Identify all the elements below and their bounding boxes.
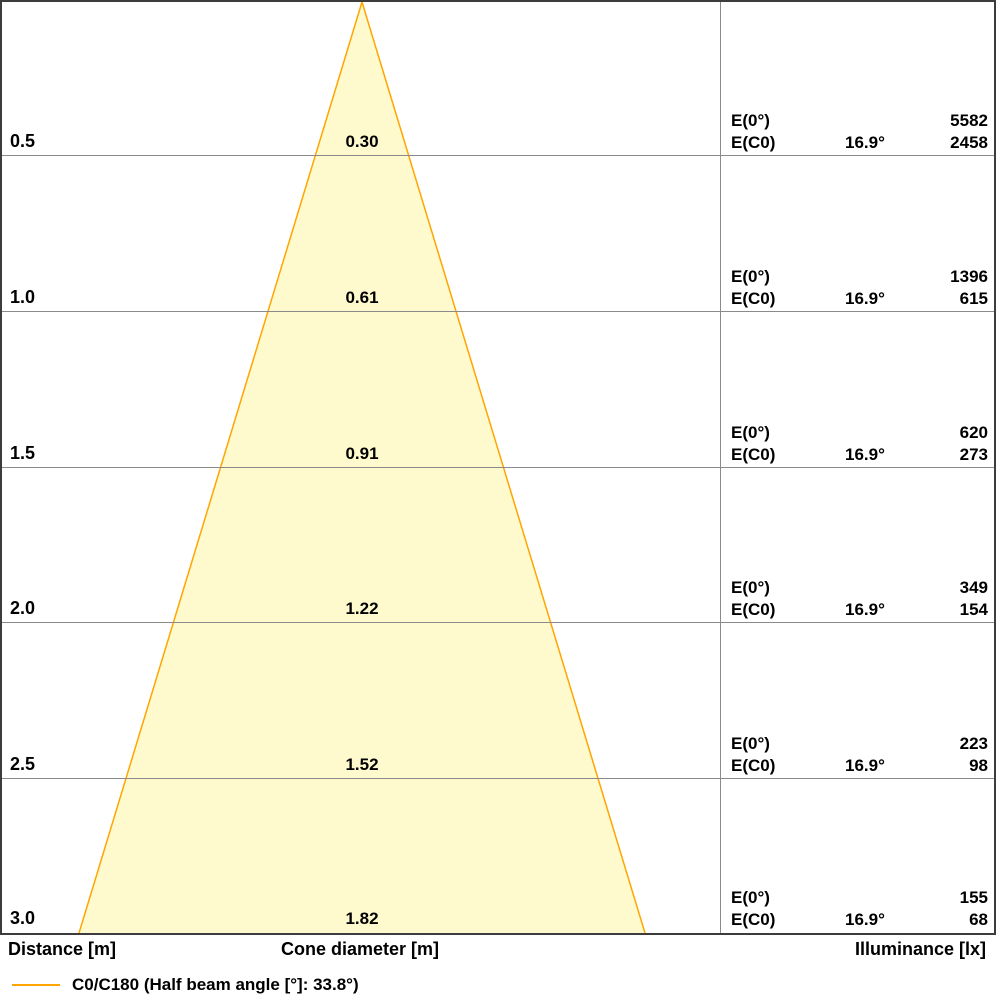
cone-diameter-value: 1.82 [345,909,379,928]
ec0-value: 154 [959,600,988,619]
table-row: 2.5 1.52 E(0°) 223 E(C0) 16.9° 98 [2,623,994,779]
distance-value: 1.0 [10,287,36,307]
distance-value: 2.0 [10,598,36,618]
beam-angle-value: 16.9° [845,910,885,929]
cone-diameter-value: 1.52 [345,755,379,774]
illuminance-cell: E(0°) 5582 E(C0) 16.9° 2458 [721,2,994,156]
table-row: 0.5 0.30 E(0°) 5582 E(C0) 16.9° 2458 [2,2,994,156]
illuminance-cell: E(0°) 1396 E(C0) 16.9° 615 [721,156,994,312]
e0-value: 155 [959,888,988,907]
e0-value: 349 [959,578,988,597]
legend-label: C0/C180 (Half beam angle [°]: 33.8°) [72,975,359,994]
cone-diameter-value: 0.91 [345,444,379,463]
table-row: 2.0 1.22 E(0°) 349 E(C0) 16.9° 154 [2,468,994,623]
ec0-value: 615 [959,289,988,308]
ec0-value: 98 [969,756,988,775]
distance-value: 0.5 [10,131,36,151]
illuminance-cell: E(0°) 223 E(C0) 16.9° 98 [721,623,994,779]
legend-line-swatch [12,984,60,986]
cone-diameter-value: 0.61 [345,288,379,307]
gridline [2,467,994,468]
gridline [2,311,994,312]
ec0-value: 2458 [950,133,988,152]
e0-value: 620 [959,423,988,442]
cone-diameter-value: 1.22 [345,599,379,618]
distance-value: 3.0 [10,908,36,928]
illuminance-axis-label: Illuminance [lx] [854,939,986,959]
beam-angle-value: 16.9° [845,289,885,308]
cone-diameter-value: 0.30 [345,132,379,151]
ec0-label: E(C0) [731,289,776,308]
e0-label: E(0°) [731,888,770,907]
e0-value: 5582 [950,111,988,130]
beam-angle-value: 16.9° [845,445,885,464]
ec0-label: E(C0) [731,600,776,619]
distance-axis-label: Distance [m] [8,939,117,959]
beam-angle-value: 16.9° [845,756,885,775]
ec0-label: E(C0) [731,910,776,929]
chart-area: 0.5 0.30 E(0°) 5582 E(C0) 16.9° 2458 1.0… [0,0,996,935]
ec0-label: E(C0) [731,756,776,775]
beam-angle-value: 16.9° [845,600,885,619]
distance-value: 2.5 [10,754,36,774]
beam-angle-value: 16.9° [845,133,885,152]
table-divider [720,2,721,933]
e0-label: E(0°) [731,578,770,597]
distance-value: 1.5 [10,443,36,463]
axis-labels: Distance [m] Cone diameter [m] Illuminan… [0,939,996,961]
legend: C0/C180 (Half beam angle [°]: 33.8°) [12,975,359,995]
e0-label: E(0°) [731,423,770,442]
e0-label: E(0°) [731,267,770,286]
illuminance-cell: E(0°) 155 E(C0) 16.9° 68 [721,779,994,933]
gridline [2,155,994,156]
ec0-value: 68 [969,910,988,929]
ec0-label: E(C0) [731,445,776,464]
cone-diameter-axis-label: Cone diameter [m] [280,939,440,959]
gridline [2,778,994,779]
ec0-value: 273 [959,445,988,464]
gridline [2,622,994,623]
table-row: 3.0 1.82 E(0°) 155 E(C0) 16.9° 68 [2,779,994,933]
illuminance-cell: E(0°) 620 E(C0) 16.9° 273 [721,312,994,468]
e0-value: 223 [959,734,988,753]
table-row: 1.5 0.91 E(0°) 620 E(C0) 16.9° 273 [2,312,994,468]
illuminance-cell: E(0°) 349 E(C0) 16.9° 154 [721,468,994,623]
e0-label: E(0°) [731,734,770,753]
e0-value: 1396 [950,267,988,286]
e0-label: E(0°) [731,111,770,130]
ec0-label: E(C0) [731,133,776,152]
table-row: 1.0 0.61 E(0°) 1396 E(C0) 16.9° 615 [2,156,994,312]
